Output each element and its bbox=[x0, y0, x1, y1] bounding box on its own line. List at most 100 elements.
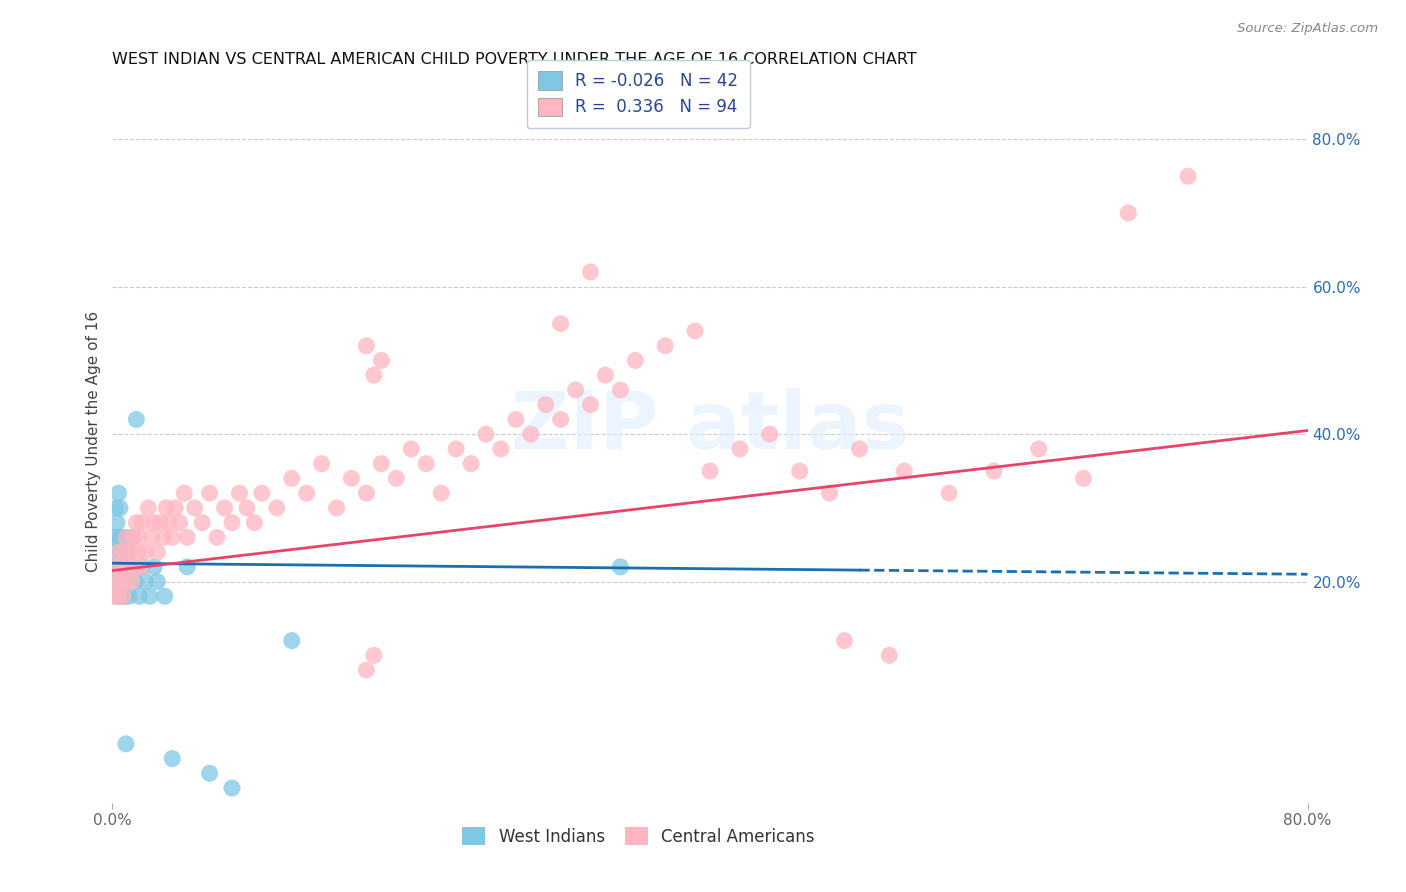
Point bbox=[104, 500, 127, 515]
Point bbox=[415, 457, 437, 471]
Point bbox=[162, 751, 183, 765]
Point bbox=[124, 560, 146, 574]
Point bbox=[122, 530, 145, 544]
Point bbox=[624, 353, 647, 368]
Point bbox=[138, 500, 160, 515]
Text: Source: ZipAtlas.com: Source: ZipAtlas.com bbox=[1237, 22, 1378, 36]
Point bbox=[129, 560, 152, 574]
Point bbox=[108, 590, 131, 604]
Point bbox=[311, 457, 333, 471]
Point bbox=[111, 574, 134, 589]
Point bbox=[460, 457, 482, 471]
Point bbox=[139, 590, 162, 604]
Point bbox=[103, 590, 125, 604]
Point bbox=[191, 516, 214, 530]
Point bbox=[340, 471, 363, 485]
Point bbox=[430, 486, 453, 500]
Point bbox=[176, 530, 198, 544]
Point bbox=[221, 780, 243, 795]
Point bbox=[103, 560, 125, 574]
Point bbox=[110, 530, 132, 544]
Point bbox=[107, 530, 129, 544]
Point bbox=[834, 633, 856, 648]
Point bbox=[1118, 206, 1140, 220]
Point bbox=[789, 464, 811, 478]
Point bbox=[550, 412, 572, 426]
Point bbox=[131, 516, 153, 530]
Point bbox=[108, 500, 131, 515]
Point bbox=[1177, 169, 1199, 183]
Point bbox=[128, 530, 150, 544]
Point bbox=[609, 560, 631, 574]
Point bbox=[125, 412, 148, 426]
Point bbox=[104, 545, 127, 559]
Point bbox=[149, 516, 172, 530]
Point bbox=[152, 530, 174, 544]
Point bbox=[165, 500, 187, 515]
Point bbox=[131, 560, 153, 574]
Point bbox=[110, 560, 132, 574]
Point bbox=[115, 530, 138, 544]
Point bbox=[266, 500, 288, 515]
Point bbox=[143, 560, 166, 574]
Point bbox=[221, 516, 243, 530]
Point bbox=[243, 516, 266, 530]
Point bbox=[114, 545, 135, 559]
Point bbox=[118, 590, 141, 604]
Point bbox=[115, 737, 138, 751]
Point bbox=[938, 486, 960, 500]
Point bbox=[550, 317, 572, 331]
Point bbox=[1073, 471, 1095, 485]
Point bbox=[579, 265, 602, 279]
Point bbox=[370, 457, 392, 471]
Point bbox=[250, 486, 273, 500]
Point bbox=[117, 545, 139, 559]
Point bbox=[879, 648, 901, 663]
Point bbox=[173, 486, 195, 500]
Point bbox=[363, 648, 385, 663]
Point bbox=[228, 486, 250, 500]
Point bbox=[520, 427, 543, 442]
Point bbox=[157, 516, 180, 530]
Point bbox=[114, 560, 135, 574]
Point bbox=[363, 368, 385, 383]
Point bbox=[699, 464, 721, 478]
Point bbox=[107, 590, 129, 604]
Point bbox=[356, 339, 378, 353]
Point bbox=[155, 500, 177, 515]
Point bbox=[162, 530, 183, 544]
Point bbox=[176, 560, 198, 574]
Point bbox=[118, 560, 141, 574]
Point bbox=[105, 516, 128, 530]
Point bbox=[356, 486, 378, 500]
Point bbox=[117, 574, 139, 589]
Text: WEST INDIAN VS CENTRAL AMERICAN CHILD POVERTY UNDER THE AGE OF 16 CORRELATION CH: WEST INDIAN VS CENTRAL AMERICAN CHILD PO… bbox=[112, 52, 917, 67]
Point bbox=[127, 545, 149, 559]
Point bbox=[818, 486, 841, 500]
Point bbox=[564, 383, 586, 397]
Point bbox=[325, 500, 347, 515]
Point bbox=[281, 633, 304, 648]
Point bbox=[105, 560, 128, 574]
Point bbox=[124, 574, 146, 589]
Point bbox=[104, 574, 127, 589]
Point bbox=[169, 516, 191, 530]
Point bbox=[281, 471, 304, 485]
Point bbox=[120, 545, 142, 559]
Point bbox=[759, 427, 782, 442]
Point bbox=[103, 530, 125, 544]
Point bbox=[505, 412, 527, 426]
Point bbox=[579, 398, 602, 412]
Point bbox=[141, 530, 163, 544]
Text: ZIP atlas: ZIP atlas bbox=[510, 388, 910, 467]
Point bbox=[115, 530, 138, 544]
Point bbox=[104, 574, 127, 589]
Point bbox=[111, 590, 134, 604]
Point bbox=[108, 574, 131, 589]
Point bbox=[105, 560, 128, 574]
Point bbox=[107, 545, 129, 559]
Point bbox=[146, 545, 169, 559]
Point bbox=[236, 500, 259, 515]
Point bbox=[134, 545, 156, 559]
Point bbox=[117, 574, 139, 589]
